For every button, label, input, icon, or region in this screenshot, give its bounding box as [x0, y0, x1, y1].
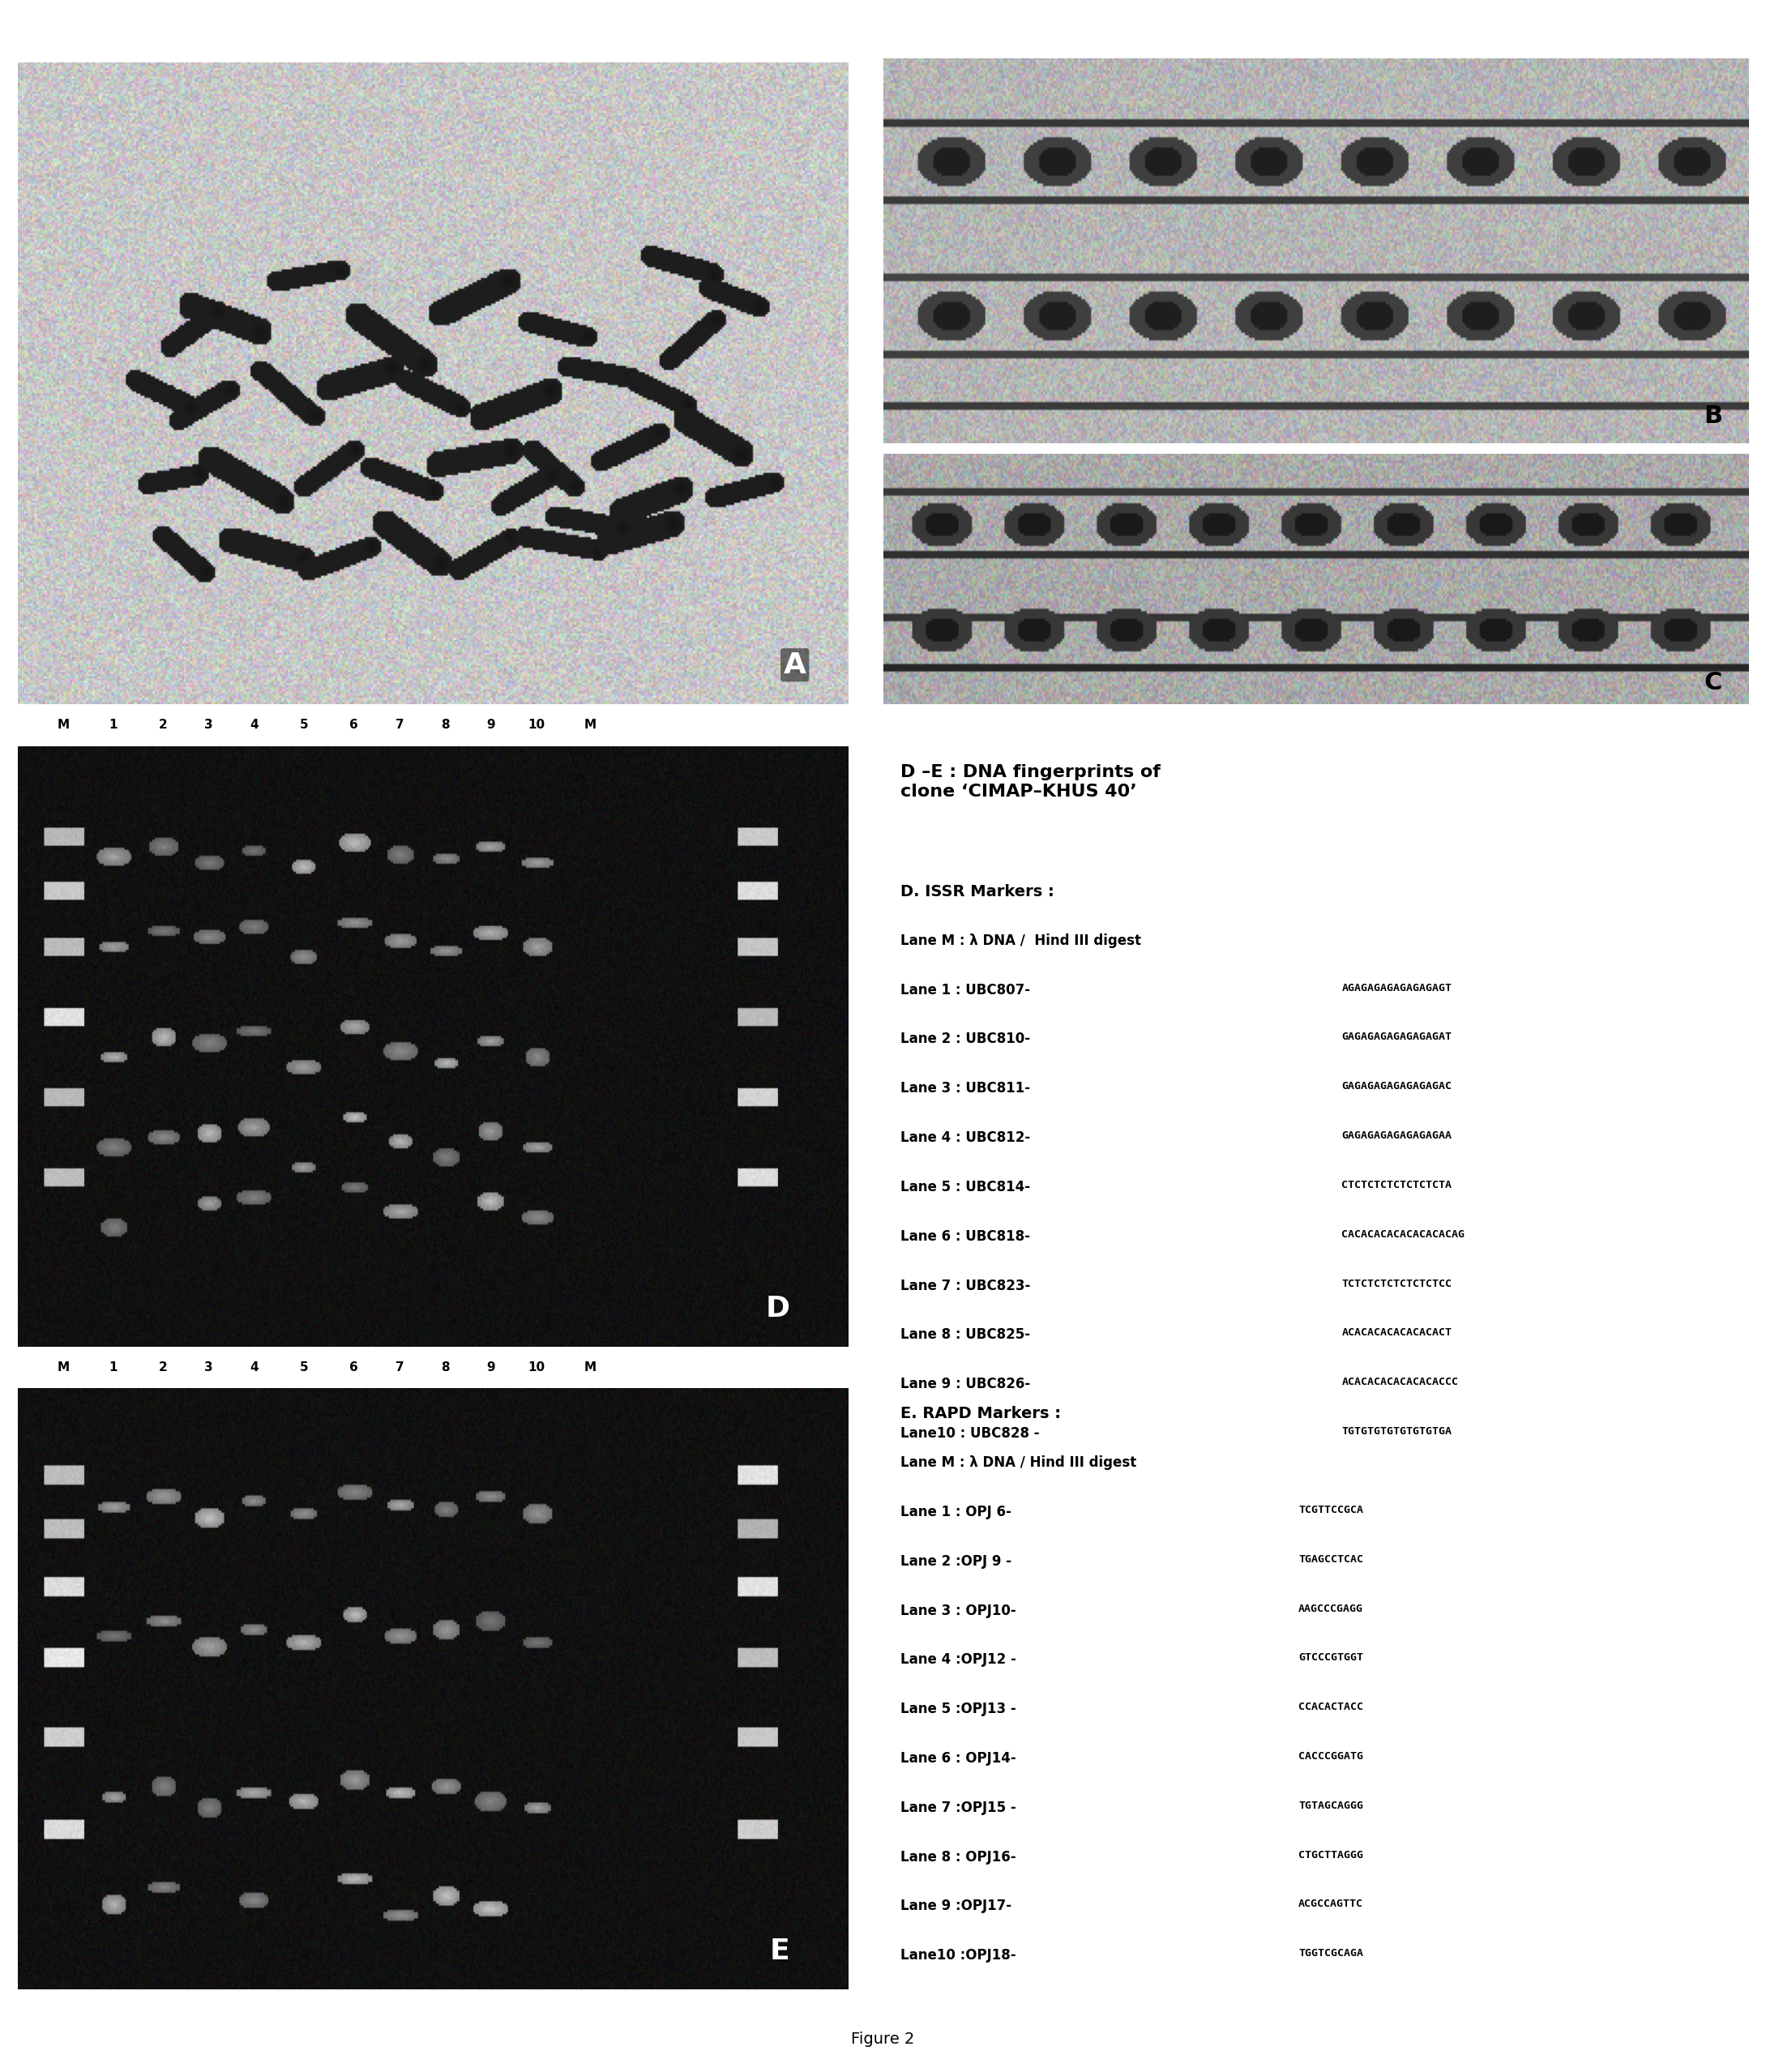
Text: 8: 8: [442, 719, 449, 731]
Text: Lane 6 : OPJ14-: Lane 6 : OPJ14-: [901, 1751, 1015, 1765]
Text: C: C: [1704, 671, 1722, 694]
Text: ACACACACACACACACT: ACACACACACACACACT: [1342, 1328, 1452, 1339]
Text: CACCCGGATG: CACCCGGATG: [1298, 1751, 1363, 1761]
Text: TGAGCCTCAC: TGAGCCTCAC: [1298, 1554, 1363, 1564]
Text: CTCTCTCTCTCTCTCTA: CTCTCTCTCTCTCTCTA: [1342, 1179, 1452, 1189]
Text: CACACACACACACACACAG: CACACACACACACACACAG: [1342, 1229, 1464, 1239]
Text: Lane 8 : OPJ16-: Lane 8 : OPJ16-: [901, 1850, 1015, 1865]
Text: M: M: [585, 719, 597, 731]
Text: 9: 9: [486, 719, 494, 731]
Text: TGTAGCAGGG: TGTAGCAGGG: [1298, 1801, 1363, 1811]
Text: TGGTCGCAGA: TGGTCGCAGA: [1298, 1948, 1363, 1958]
Text: Lane 3 : OPJ10-: Lane 3 : OPJ10-: [901, 1604, 1015, 1618]
Text: D –E : DNA fingerprints of
clone ‘CIMAP–KHUS 40’: D –E : DNA fingerprints of clone ‘CIMAP–…: [901, 765, 1160, 800]
Text: 3: 3: [205, 719, 214, 731]
Text: 5: 5: [300, 1361, 309, 1374]
Text: 1: 1: [109, 719, 117, 731]
Text: Lane 2 :OPJ 9 -: Lane 2 :OPJ 9 -: [901, 1554, 1012, 1569]
Text: E. RAPD Markers :: E. RAPD Markers :: [901, 1407, 1061, 1421]
Text: Figure 2: Figure 2: [851, 2031, 915, 2047]
Text: M: M: [585, 1361, 597, 1374]
Text: GAGAGAGAGAGAGAGAC: GAGAGAGAGAGAGAGAC: [1342, 1082, 1452, 1092]
Text: D: D: [765, 1295, 789, 1322]
Text: M: M: [57, 719, 69, 731]
Text: Lane M : λ DNA /  Hind III digest: Lane M : λ DNA / Hind III digest: [901, 932, 1141, 949]
Text: Lane 1 : OPJ 6-: Lane 1 : OPJ 6-: [901, 1504, 1012, 1519]
Text: Lane 8 : UBC825-: Lane 8 : UBC825-: [901, 1328, 1030, 1343]
Text: Lane 7 : UBC823-: Lane 7 : UBC823-: [901, 1278, 1030, 1293]
Text: TCTCTCTCTCTCTCTCC: TCTCTCTCTCTCTCTCC: [1342, 1278, 1452, 1289]
Text: Lane 5 : UBC814-: Lane 5 : UBC814-: [901, 1179, 1030, 1193]
Text: CCACACTACC: CCACACTACC: [1298, 1701, 1363, 1711]
Text: 6: 6: [350, 719, 358, 731]
Text: Lane10 : UBC828 -: Lane10 : UBC828 -: [901, 1426, 1040, 1440]
Text: Lane10 :OPJ18-: Lane10 :OPJ18-: [901, 1948, 1015, 1962]
Text: D. ISSR Markers :: D. ISSR Markers :: [901, 885, 1054, 899]
Text: 10: 10: [528, 1361, 546, 1374]
Text: Lane 7 :OPJ15 -: Lane 7 :OPJ15 -: [901, 1801, 1015, 1815]
Text: 7: 7: [396, 1361, 404, 1374]
Text: E: E: [770, 1937, 789, 1964]
Text: 2: 2: [159, 1361, 168, 1374]
Text: Lane 9 : UBC826-: Lane 9 : UBC826-: [901, 1378, 1030, 1392]
Text: Lane 1 : UBC807-: Lane 1 : UBC807-: [901, 982, 1030, 997]
Text: Lane M : λ DNA / Hind III digest: Lane M : λ DNA / Hind III digest: [901, 1455, 1136, 1471]
Text: A: A: [784, 651, 805, 680]
Text: 4: 4: [251, 1361, 258, 1374]
Text: Lane 2 : UBC810-: Lane 2 : UBC810-: [901, 1032, 1030, 1046]
Text: GAGAGAGAGAGAGAGAT: GAGAGAGAGAGAGAGAT: [1342, 1032, 1452, 1042]
Text: Lane 4 :OPJ12 -: Lane 4 :OPJ12 -: [901, 1653, 1015, 1668]
Text: 9: 9: [486, 1361, 494, 1374]
Text: GTCCCGTGGT: GTCCCGTGGT: [1298, 1653, 1363, 1664]
Text: 3: 3: [205, 1361, 214, 1374]
Text: 2: 2: [159, 719, 168, 731]
Text: AGAGAGAGAGAGAGAGT: AGAGAGAGAGAGAGAGT: [1342, 982, 1452, 992]
Text: B: B: [1704, 404, 1722, 429]
Text: 7: 7: [396, 719, 404, 731]
Text: Lane 5 :OPJ13 -: Lane 5 :OPJ13 -: [901, 1701, 1015, 1716]
Text: ACACACACACACACACCC: ACACACACACACACACCC: [1342, 1378, 1459, 1388]
Text: M: M: [57, 1361, 69, 1374]
Text: TGTGTGTGTGTGTGTGA: TGTGTGTGTGTGTGTGA: [1342, 1426, 1452, 1436]
Text: Lane 4 : UBC812-: Lane 4 : UBC812-: [901, 1131, 1030, 1146]
Text: Lane 3 : UBC811-: Lane 3 : UBC811-: [901, 1082, 1030, 1096]
Text: 8: 8: [442, 1361, 449, 1374]
Text: ACGCCAGTTC: ACGCCAGTTC: [1298, 1898, 1363, 1910]
Text: CTGCTTAGGG: CTGCTTAGGG: [1298, 1850, 1363, 1861]
Text: 6: 6: [350, 1361, 358, 1374]
Text: Lane 9 :OPJ17-: Lane 9 :OPJ17-: [901, 1898, 1012, 1915]
Text: GAGAGAGAGAGAGAGAA: GAGAGAGAGAGAGAGAA: [1342, 1131, 1452, 1142]
Text: 4: 4: [251, 719, 258, 731]
Text: TCGTTCCGCA: TCGTTCCGCA: [1298, 1504, 1363, 1515]
Text: 1: 1: [109, 1361, 117, 1374]
Text: 10: 10: [528, 719, 546, 731]
Text: Lane 6 : UBC818-: Lane 6 : UBC818-: [901, 1229, 1030, 1243]
Text: AAGCCCGAGG: AAGCCCGAGG: [1298, 1604, 1363, 1614]
Text: 5: 5: [300, 719, 309, 731]
